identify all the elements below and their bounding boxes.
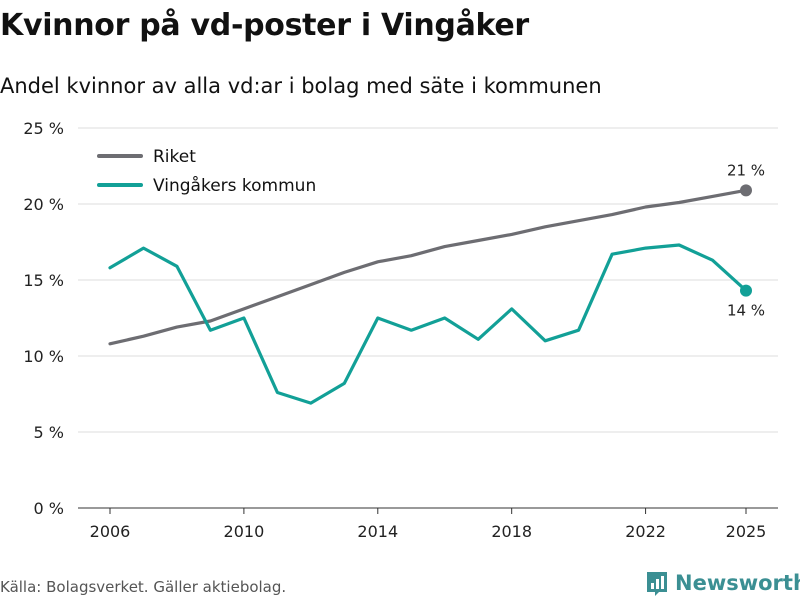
x-tick-label: 2018 xyxy=(491,522,532,541)
y-tick-label: 0 % xyxy=(34,499,64,518)
y-tick-label: 25 % xyxy=(23,119,64,138)
end-point-marker xyxy=(740,284,752,297)
end-data-label: 14 % xyxy=(727,302,765,320)
x-tick-label: 2022 xyxy=(625,522,666,541)
brand-logo: Newsworthy xyxy=(645,568,800,598)
legend-label: Vingåkers kommun xyxy=(153,175,316,196)
y-tick-label: 20 % xyxy=(23,195,64,214)
series-line-riket xyxy=(108,188,748,346)
source-note: Källa: Bolagsverket. Gäller aktiebolag. xyxy=(0,578,287,596)
legend-label: Riket xyxy=(153,147,196,167)
end-data-label: 21 % xyxy=(727,161,765,179)
end-point-marker xyxy=(740,184,752,197)
chart-subtitle: Andel kvinnor av alla vd:ar i bolag med … xyxy=(0,74,602,98)
brand-name: Newsworthy xyxy=(675,571,800,595)
y-tick-label: 15 % xyxy=(23,271,64,290)
x-tick-label: 2025 xyxy=(726,522,767,541)
x-tick-label: 2010 xyxy=(224,522,265,541)
y-tick-label: 10 % xyxy=(23,347,64,366)
chart-title: Kvinnor på vd-poster i Vingåker xyxy=(0,8,529,43)
y-tick-label: 5 % xyxy=(34,423,64,442)
x-tick-label: 2014 xyxy=(357,522,398,541)
x-tick-label: 2006 xyxy=(90,522,131,541)
bar-chart-icon xyxy=(647,572,667,596)
series-line-kommun xyxy=(108,243,748,405)
